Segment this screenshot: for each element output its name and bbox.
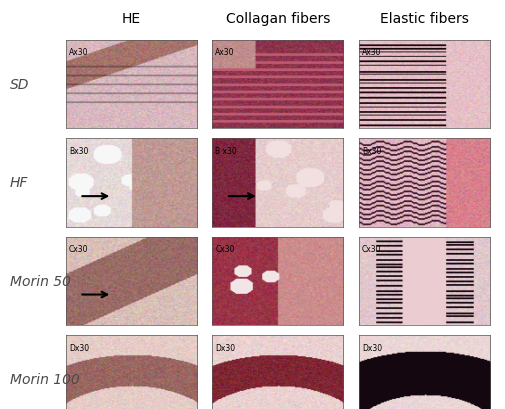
Text: Bx30: Bx30 xyxy=(69,146,88,155)
Text: Morin 50: Morin 50 xyxy=(10,274,71,288)
Text: Cx30: Cx30 xyxy=(362,245,381,254)
Text: Dx30: Dx30 xyxy=(216,343,235,352)
Text: HE: HE xyxy=(122,12,141,26)
Text: Cx30: Cx30 xyxy=(69,245,88,254)
Text: Collagan fibers: Collagan fibers xyxy=(226,12,330,26)
Text: SD: SD xyxy=(10,78,29,92)
Text: Ax30: Ax30 xyxy=(216,48,235,57)
Text: Bx30: Bx30 xyxy=(362,146,381,155)
Text: Cx30: Cx30 xyxy=(216,245,235,254)
Text: HF: HF xyxy=(10,176,28,190)
Text: Morin 100: Morin 100 xyxy=(10,372,80,387)
Text: Dx30: Dx30 xyxy=(69,343,89,352)
Text: Ax30: Ax30 xyxy=(362,48,381,57)
Text: Ax30: Ax30 xyxy=(69,48,88,57)
Text: B x30: B x30 xyxy=(216,146,237,155)
Text: Elastic fibers: Elastic fibers xyxy=(380,12,469,26)
Text: Dx30: Dx30 xyxy=(362,343,382,352)
